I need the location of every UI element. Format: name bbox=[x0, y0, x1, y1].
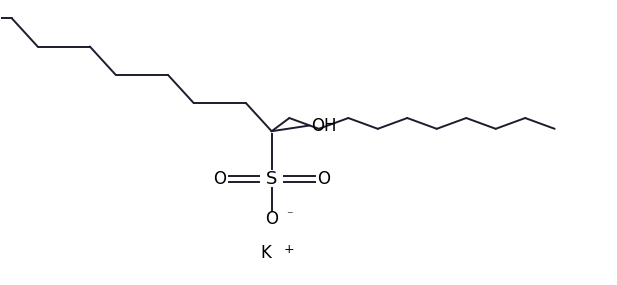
Text: ⁻: ⁻ bbox=[286, 209, 292, 222]
Text: O: O bbox=[317, 170, 330, 188]
Text: +: + bbox=[284, 243, 294, 256]
Text: S: S bbox=[266, 170, 277, 188]
Text: O: O bbox=[213, 170, 226, 188]
Text: OH: OH bbox=[312, 117, 337, 135]
Text: O: O bbox=[265, 210, 278, 228]
Text: K: K bbox=[260, 244, 271, 262]
